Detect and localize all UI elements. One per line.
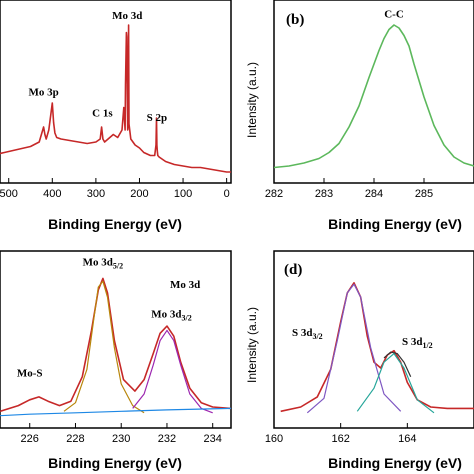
panel-a-annotation-0: Mo 3d — [112, 10, 142, 22]
panel-b-tick-label-1: 283 — [315, 188, 333, 200]
panel-a-tick-label-3: 200 — [130, 188, 148, 200]
panel-a-tick-label-0: 500 — [0, 188, 18, 200]
panel-d-label: (d) — [284, 262, 302, 278]
panel-c-tick-label-1: 228 — [66, 433, 84, 445]
panel-a-plot: 500 400 300 200 100 0 Mo 3d Mo 3p C 1s S 2p — [0, 10, 231, 200]
panel-a-annotation-3: S 2p — [147, 112, 168, 124]
panel-a-series-0 — [0, 24, 231, 173]
panel-d-annotation-1: S 3d1/2 — [402, 336, 433, 350]
panel-d: 160 162 164 S 3d3/2 S 3d1/2 (d) Binding Ener… — [245, 250, 474, 471]
panel-b-tick-label-2: 284 — [365, 188, 383, 200]
panel-a-frame — [0, 0, 232, 184]
panel-d-ylabel: Intensity (a.u.) — [245, 307, 259, 383]
panel-c-series-1 — [63, 280, 145, 414]
panel-a-tick-label-4: 100 — [174, 188, 192, 200]
panel-d-annotation-0: S 3d3/2 — [292, 327, 323, 341]
panel-d-plot: 160 162 164 S 3d3/2 S 3d1/2 — [265, 282, 474, 445]
panel-c-tick-label-4: 234 — [204, 433, 222, 445]
panel-d-frame — [273, 250, 474, 429]
panel-a-annotation-1: Mo 3p — [28, 87, 58, 99]
panel-d-tick-label-0: 160 — [265, 433, 283, 445]
panel-a-xlabel: Binding Energy (eV) — [48, 216, 182, 232]
panel-b-series-0 — [274, 24, 474, 169]
panel-c-annotation-0: Mo-S — [17, 368, 43, 380]
panel-a-annotation-2: C 1s — [92, 108, 113, 120]
panel-b-label: (b) — [286, 12, 304, 28]
panel-b-tick-label-0: 282 — [265, 188, 283, 200]
panel-b-ylabel: Intensity (a.u.) — [245, 62, 259, 138]
panel-c-annotation-2: Mo 3d3/2 — [151, 308, 191, 322]
panel-a-tick-label-1: 400 — [43, 188, 61, 200]
panel-c-title: Mo 3d — [170, 279, 200, 291]
panel-b-plot: 282 283 284 285 C-C — [265, 9, 474, 200]
panel-d-tick-label-1: 162 — [331, 433, 349, 445]
panel-d-series-2 — [356, 353, 435, 414]
panel-a: 500 400 300 200 100 0 Mo 3d Mo 3p C 1s S 2p Bindi… — [0, 0, 232, 232]
panel-c-tick-label-0: 226 — [21, 433, 39, 445]
panel-c-series-0 — [0, 277, 231, 413]
panel-c: 226 228 230 232 234 Mo-S Mo 3d5/2 Mo 3d3/2 Mo 3… — [0, 250, 232, 471]
panel-c-xlabel: Binding Energy (eV) — [48, 455, 182, 471]
panel-a-tick-label-2: 300 — [87, 188, 105, 200]
panel-b-xlabel: Binding Energy (eV) — [328, 216, 462, 232]
panel-c-series-3 — [0, 407, 231, 417]
panel-c-tick-label-3: 232 — [158, 433, 176, 445]
panel-c-tick-label-2: 230 — [112, 433, 130, 445]
panel-b-annotation-0: C-C — [384, 9, 404, 21]
panel-d-series-3 — [383, 351, 412, 377]
panel-c-frame — [0, 250, 232, 429]
panel-d-series-1 — [306, 283, 402, 414]
panel-b-tick-label-3: 285 — [415, 188, 433, 200]
panel-c-series-2 — [132, 329, 213, 414]
panel-c-annotation-1: Mo 3d5/2 — [83, 256, 123, 270]
panel-c-plot: 226 228 230 232 234 Mo-S Mo 3d5/2 Mo 3d3/2 — [0, 256, 231, 445]
panel-d-xlabel: Binding Energy (eV) — [328, 455, 462, 471]
panel-d-tick-label-2: 164 — [398, 433, 416, 445]
panel-a-tick-label-5: 0 — [224, 188, 230, 200]
panel-d-series-0 — [280, 282, 474, 413]
